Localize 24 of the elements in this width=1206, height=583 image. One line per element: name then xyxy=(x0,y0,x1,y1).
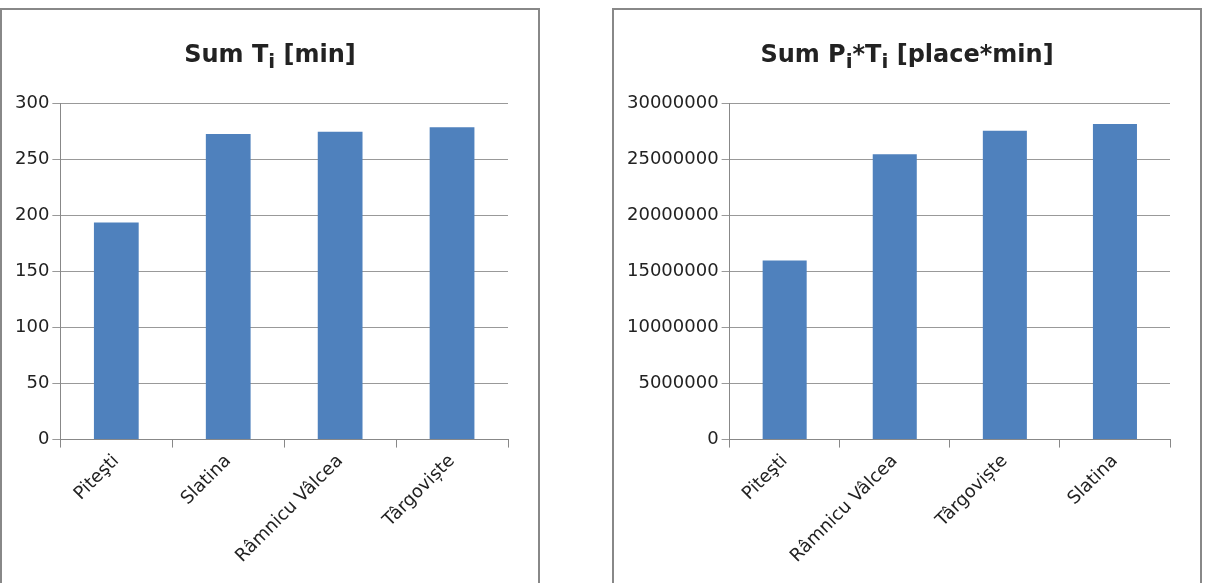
y-tick-label: 10000000 xyxy=(626,315,719,337)
bar xyxy=(1092,123,1137,440)
y-tick-label: 25000000 xyxy=(626,147,719,169)
bar xyxy=(429,127,475,440)
bar xyxy=(982,130,1027,440)
y-tick-label: 50 xyxy=(26,371,50,393)
bar xyxy=(317,131,363,440)
y-tick-label: 0 xyxy=(37,427,50,449)
y-tick-label: 20000000 xyxy=(626,203,719,225)
y-tick-label: 30000000 xyxy=(626,91,719,113)
y-tick-label: 250 xyxy=(15,147,50,169)
y-tick-label: 150 xyxy=(15,259,50,281)
y-tick-label: 100 xyxy=(15,315,50,337)
y-tick-label: 5000000 xyxy=(638,371,719,393)
y-tick-label: 15000000 xyxy=(626,259,719,281)
chart-title: Sum P$_{i}$*T$_{i}$ [place*min] xyxy=(759,40,1055,73)
bar xyxy=(762,260,807,440)
chart-title: Sum T$_{i}$ [min] xyxy=(183,40,357,73)
bar xyxy=(93,222,139,440)
y-tick-label: 300 xyxy=(15,91,50,113)
bar xyxy=(872,154,917,440)
bar xyxy=(205,134,251,440)
y-tick-label: 0 xyxy=(707,427,719,449)
y-tick-label: 200 xyxy=(15,203,50,225)
